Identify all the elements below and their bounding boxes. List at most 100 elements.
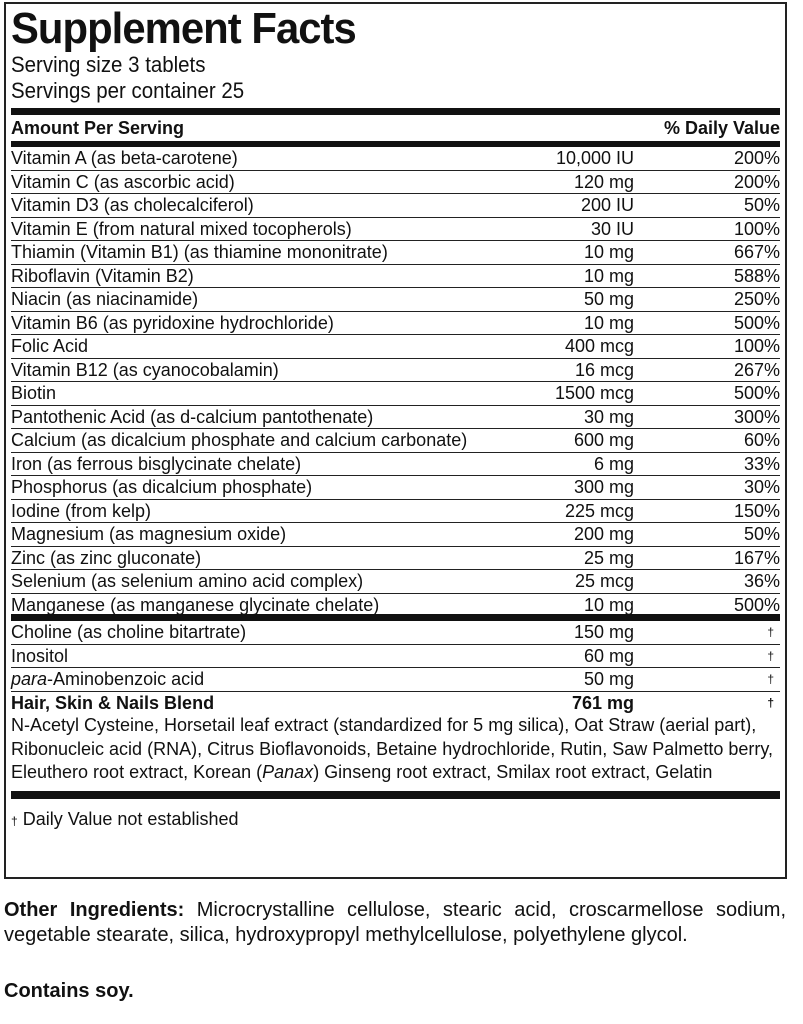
nutrient-daily-value: 200% (733, 171, 780, 192)
table-row: Selenium (as selenium amino acid complex… (11, 570, 780, 594)
nutrient-name-text: Pantothenic Acid (as d-calcium pantothen… (11, 406, 374, 427)
table-row: Iron (as ferrous bisglycinate chelate) 6 … (11, 453, 780, 476)
nutrient-amount: 50 mg (583, 669, 634, 689)
panel-title: Supplement Facts (11, 4, 357, 53)
nutrient-name: Riboflavin (Vitamin B2) (11, 265, 474, 288)
nutrient-amount: 50 mg (583, 289, 634, 309)
nutrient-daily-value: 150% (733, 500, 780, 521)
nutrient-name-text: Vitamin B12 (as cyanocobalamin) (11, 359, 279, 380)
table-row: Inositol 60 mg † (11, 645, 780, 668)
nutrient-name: Selenium (as selenium amino acid complex… (11, 570, 474, 593)
nutrient-name-text: Folic Acid (11, 336, 89, 356)
table-row: Vitamin B12 (as cyanocobalamin) 16 mcg 267… (11, 359, 780, 382)
nutrient-name-text: Hair, Skin & Nails Blend (11, 692, 215, 713)
nutrient-name-text: Biotin (11, 383, 57, 403)
nutrient-name-text: Magnesium (as magnesium oxide) (11, 524, 287, 544)
nutrient-list: Vitamin A (as beta-carotene) 10,000 IU 200… (11, 147, 780, 616)
nutrient-amount: 300 mg (573, 477, 634, 497)
nutrient-name-text: Vitamin A (as beta-carotene) (11, 148, 238, 168)
table-row: Iodine (from kelp) 225 mcg 150% (11, 500, 780, 523)
other-ingredients-text: Microcrystalline cellulose, stearic acid… (4, 899, 786, 946)
nutrient-daily-value: 300% (733, 406, 780, 427)
table-row: Vitamin B6 (as pyridoxine hydrochloride)… (11, 312, 780, 335)
nutrient-name-text: Phosphorus (as dicalcium phosphate) (11, 477, 313, 497)
nutrient-name: Thiamin (Vitamin B1) (as thiamine mononi… (11, 241, 474, 264)
nutrient-daily-value: 33% (743, 453, 780, 474)
serving-size: Serving size 3 tablets (11, 52, 206, 77)
table-row: Pantothenic Acid (as d-calcium pantothen… (11, 406, 780, 429)
nutrient-name-text: Inositol (11, 645, 69, 666)
nutrient-amount: 150 mg (573, 622, 634, 642)
nutrient-amount: 1500 mcg (554, 383, 634, 403)
table-row: Vitamin D3 (as cholecalciferol) 200 IU 50% (11, 194, 780, 218)
nutrient-name: Pantothenic Acid (as d-calcium pantothen… (11, 406, 474, 429)
header-amount: Amount Per Serving (11, 118, 185, 138)
nutrient-name: Manganese (as manganese glycinate chelat… (11, 594, 474, 617)
nutrient-name-text: Choline (as choline bitartrate) (11, 622, 247, 642)
table-row: Calcium (as dicalcium phosphate and calc… (11, 429, 780, 453)
nutrient-amount: 10 mg (583, 594, 634, 615)
other-nutrient-list: Choline (as choline bitartrate) 150 mg † In… (11, 621, 780, 714)
nutrient-daily-value: 60% (743, 430, 780, 450)
nutrient-name: Iodine (from kelp) (11, 500, 474, 523)
blend-text-italic: Panax (262, 762, 314, 783)
nutrient-name: Calcium (as dicalcium phosphate and calc… (11, 429, 474, 452)
nutrient-name: Vitamin B12 (as cyanocobalamin) (11, 359, 474, 382)
nutrient-amount: 16 mcg (574, 359, 634, 380)
nutrient-name-text: Iodine (from kelp) (11, 500, 152, 521)
table-row: Folic Acid 400 mcg 100% (11, 335, 780, 359)
divider-thick (11, 790, 780, 799)
nutrient-daily-value: 667% (733, 242, 780, 262)
nutrient-name-text: Calcium (as dicalcium phosphate and calc… (11, 430, 468, 450)
nutrient-amount: 30 mg (583, 406, 634, 427)
nutrient-amount: 25 mg (583, 547, 634, 568)
supplement-facts-panel: Supplement Facts Serving size 3 tablets … (4, 2, 787, 879)
nutrient-amount: 6 mg (593, 453, 634, 474)
dagger-symbol: † (11, 813, 18, 828)
nutrient-name-italic: para (11, 669, 48, 689)
nutrient-daily-value: 267% (733, 359, 780, 380)
table-row: Riboflavin (Vitamin B2) 10 mg 588% (11, 265, 780, 288)
nutrient-daily-value: 30% (743, 477, 780, 497)
nutrient-name-text: -Aminobenzoic acid (47, 669, 205, 689)
nutrient-name: Phosphorus (as dicalcium phosphate) (11, 476, 474, 499)
nutrient-amount: 10 mg (583, 312, 634, 333)
nutrient-daily-value: 200% (733, 148, 780, 168)
nutrient-name: para-Aminobenzoic acid (11, 668, 474, 691)
nutrient-amount: 30 IU (590, 218, 634, 239)
nutrient-name: Hair, Skin & Nails Blend (11, 692, 474, 715)
nutrient-name: Vitamin E (from natural mixed tocopherol… (11, 218, 474, 241)
nutrient-amount: 761 mg (571, 692, 634, 713)
nutrient-amount: 200 IU (580, 195, 634, 215)
nutrient-daily-value: † (767, 672, 774, 686)
nutrient-name-text: Niacin (as niacinamide) (11, 289, 199, 309)
blend-text: N-Acetyl Cysteine, Horsetail leaf extrac… (11, 715, 774, 783)
other-ingredients: Other Ingredients: Microcrystalline cell… (4, 898, 786, 947)
nutrient-daily-value: 500% (733, 383, 780, 403)
nutrient-amount: 10,000 IU (555, 148, 634, 168)
nutrient-name: Iron (as ferrous bisglycinate chelate) (11, 453, 474, 476)
table-row: Vitamin C (as ascorbic acid) 120 mg 200% (11, 171, 780, 194)
nutrient-name-text: Iron (as ferrous bisglycinate chelate) (11, 453, 302, 474)
nutrient-amount: 10 mg (583, 265, 634, 286)
nutrient-daily-value: † (767, 625, 774, 639)
header-dv: % Daily Value (663, 118, 780, 138)
nutrient-name-text: Riboflavin (Vitamin B2) (11, 265, 194, 286)
nutrient-daily-value: 500% (733, 594, 780, 615)
table-row: Zinc (as zinc gluconate) 25 mg 167% (11, 547, 780, 570)
table-row: Hair, Skin & Nails Blend 761 mg † (11, 692, 780, 715)
nutrient-name-text: Zinc (as zinc gluconate) (11, 547, 202, 568)
nutrient-daily-value: 50% (743, 524, 780, 544)
nutrient-name-text: Selenium (as selenium amino acid complex… (11, 571, 364, 591)
table-row: Biotin 1500 mcg 500% (11, 382, 780, 406)
nutrient-amount: 400 mcg (564, 336, 634, 356)
table-row: Choline (as choline bitartrate) 150 mg † (11, 621, 780, 645)
footnote-text: Daily Value not established (17, 808, 239, 829)
nutrient-amount: 200 mg (573, 524, 634, 544)
nutrient-name: Inositol (11, 645, 474, 668)
divider-thick (11, 108, 780, 115)
other-ingredients-label: Other Ingredients: (4, 899, 185, 921)
nutrient-name: Choline (as choline bitartrate) (11, 621, 474, 644)
nutrient-name: Biotin (11, 382, 474, 405)
nutrient-name: Folic Acid (11, 335, 474, 358)
